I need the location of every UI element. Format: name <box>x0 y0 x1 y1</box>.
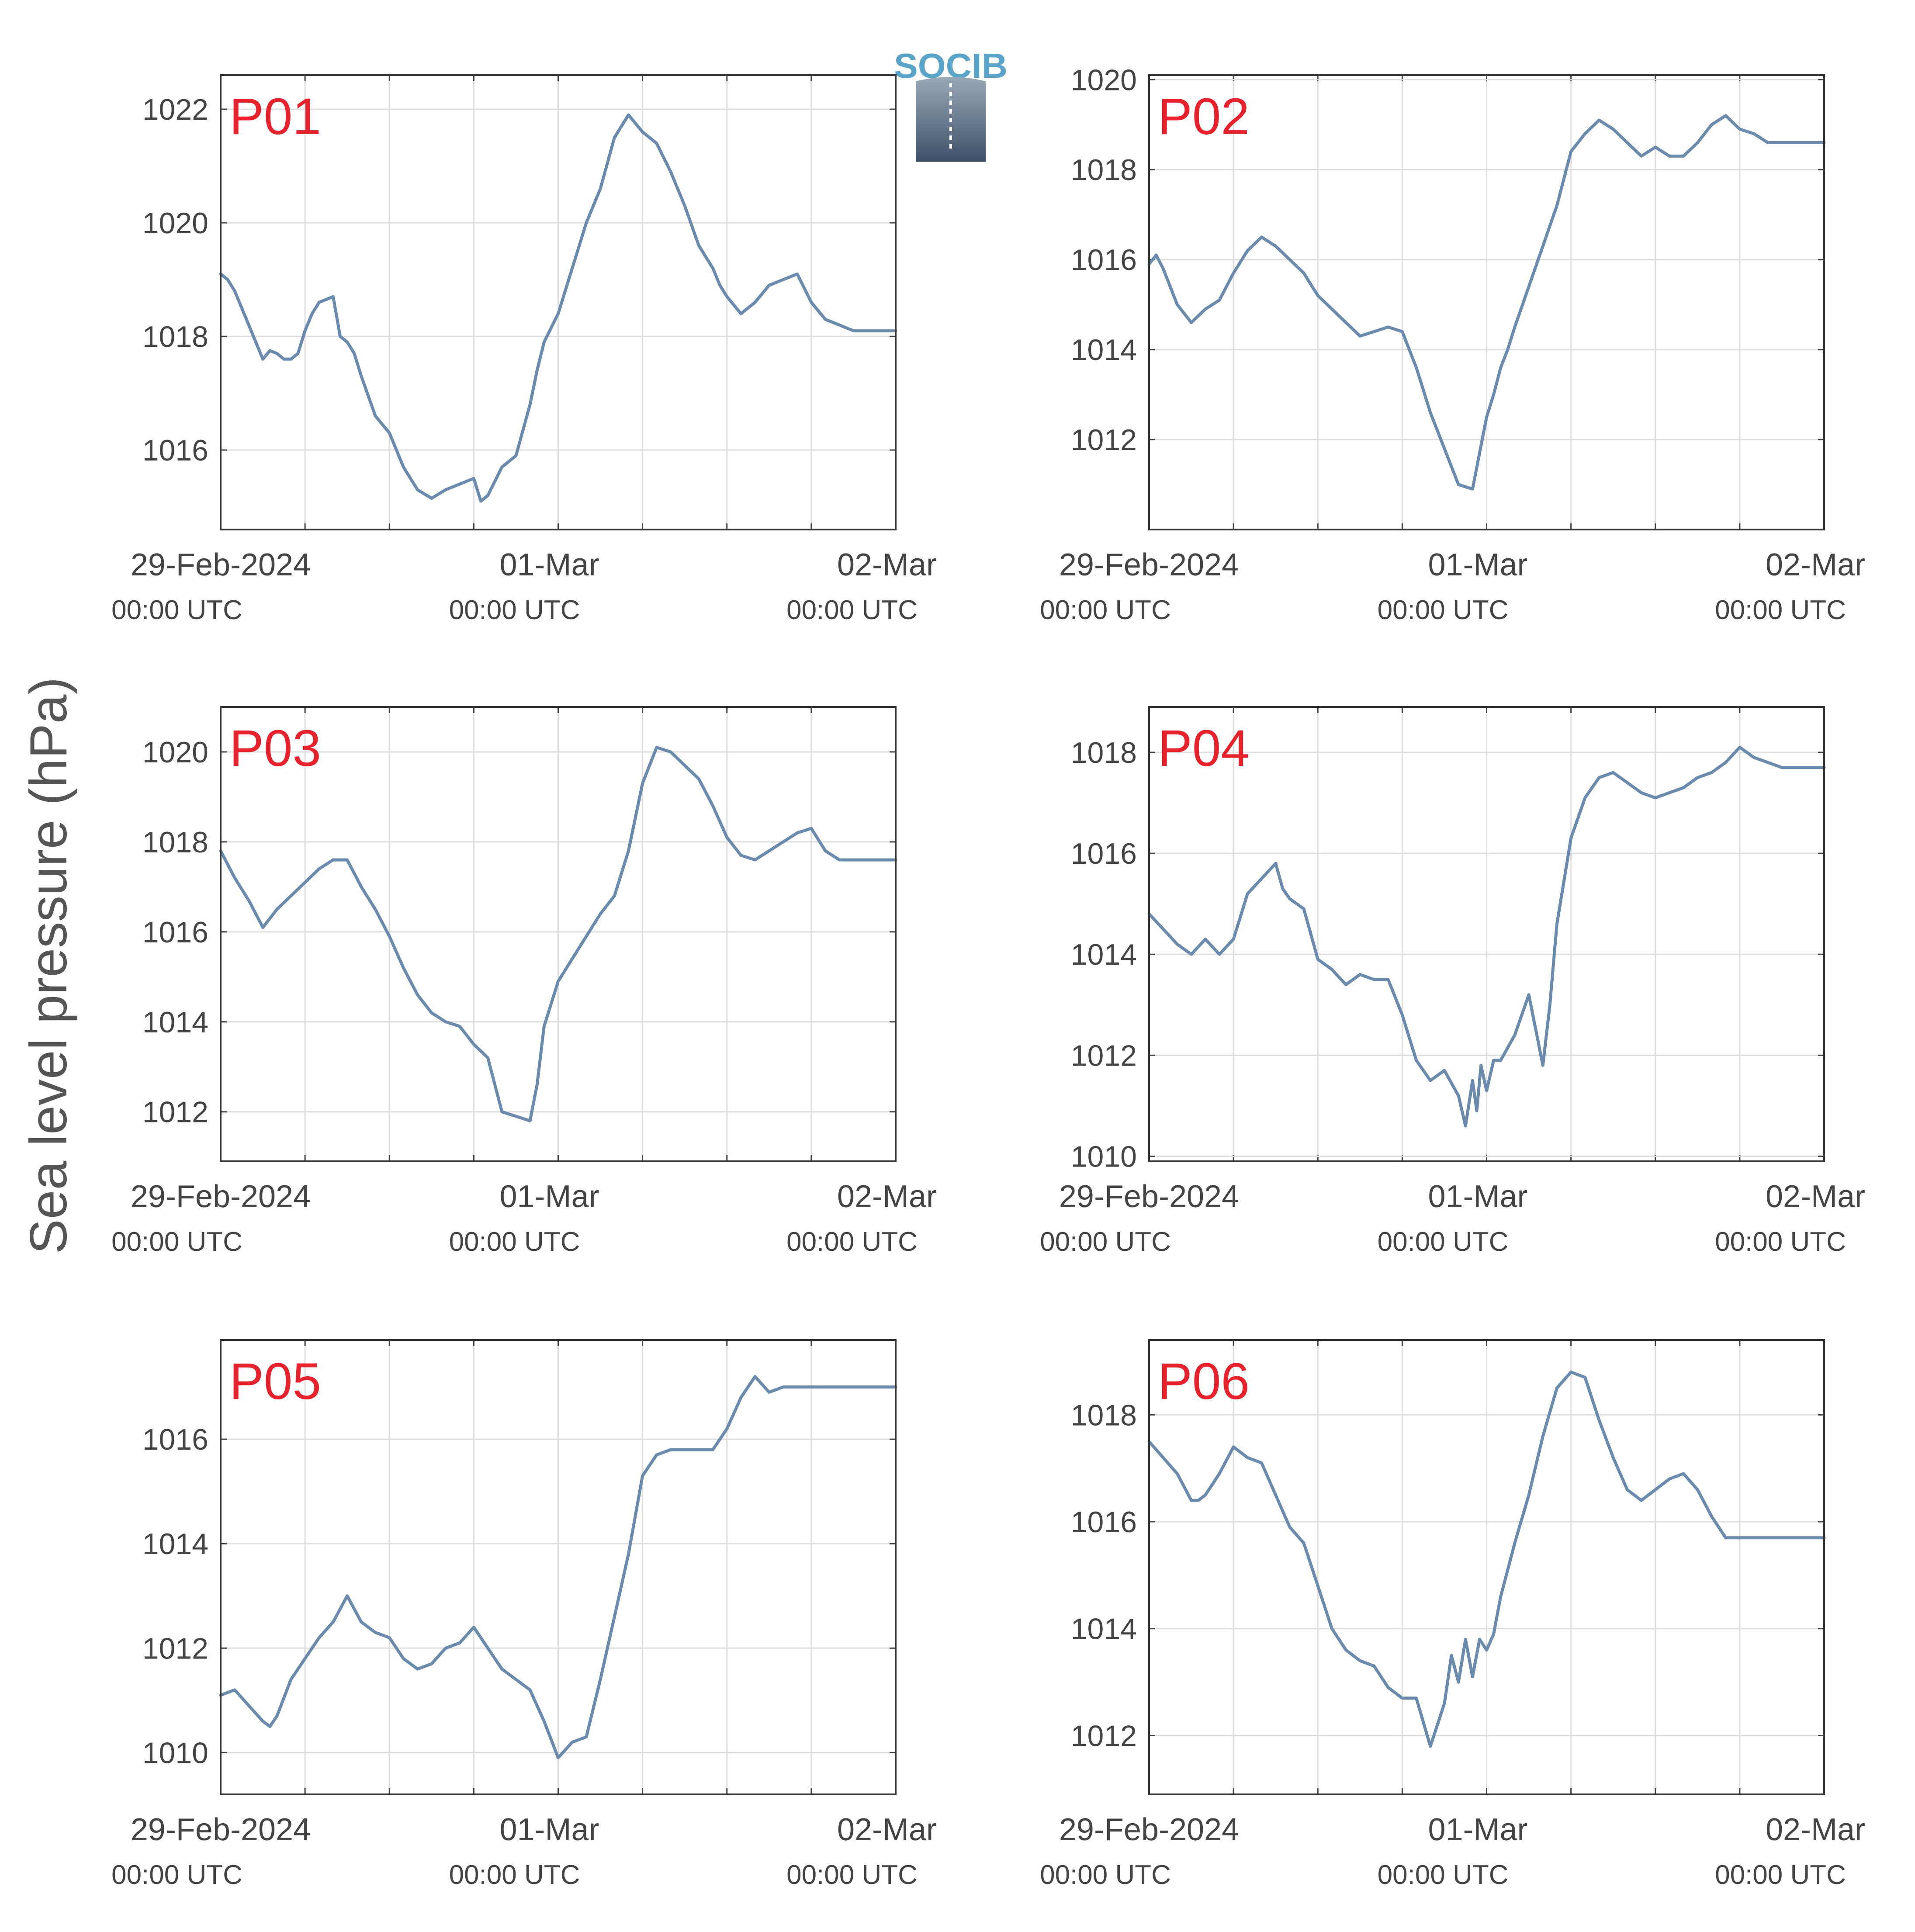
series-line-p05 <box>219 1375 897 1759</box>
series-line-p03 <box>219 746 897 1122</box>
x-tick-date-label: 01-Mar <box>1428 1812 1527 1847</box>
x-tick-date-label: 01-Mar <box>1428 547 1527 582</box>
panel-title: P02 <box>1158 88 1250 145</box>
x-tick-time-label: 00:00 UTC <box>1715 595 1846 625</box>
y-axis-label: Sea level pressure (hPa) <box>19 677 78 1254</box>
y-tick-label: 1010 <box>1071 1140 1137 1173</box>
x-tick-date-label: 01-Mar <box>499 547 599 582</box>
x-tick-time-label: 00:00 UTC <box>111 595 242 625</box>
x-tick-date-label: 02-Mar <box>837 1179 937 1214</box>
plot-frame <box>1148 706 1825 1162</box>
y-tick-label: 1014 <box>142 1527 208 1561</box>
y-tick-label: 1012 <box>1071 423 1137 457</box>
y-tick-label: 1022 <box>142 93 208 126</box>
y-tick-label: 1016 <box>1071 1506 1137 1539</box>
plot-frame <box>220 706 897 1162</box>
panel-title: P01 <box>229 88 321 145</box>
x-tick-time-label: 00:00 UTC <box>111 1860 242 1890</box>
series-line-p01 <box>219 113 897 503</box>
y-tick-label: 1018 <box>1071 1399 1137 1432</box>
y-tick-label: 1012 <box>1071 1039 1137 1072</box>
y-tick-label: 1012 <box>142 1096 208 1129</box>
series-line-p06 <box>1147 1370 1826 1748</box>
x-tick-date-label: 02-Mar <box>837 1812 937 1847</box>
y-tick-label: 1012 <box>1071 1719 1137 1752</box>
x-tick-time-label: 00:00 UTC <box>111 1227 242 1257</box>
x-tick-date-label: 29-Feb-2024 <box>131 547 311 582</box>
panel-p02: 1012 1014 1016 1018 1020 P02 29-Feb-2024 00:00 … <box>1040 63 1865 625</box>
panel-title: P05 <box>229 1353 321 1410</box>
y-tick-label: 1016 <box>1071 243 1137 277</box>
panel-p03: 1012 1014 1016 1018 1020 P03 29-Feb-2024 00:00 … <box>111 706 937 1257</box>
x-tick-date-label: 02-Mar <box>1766 1812 1865 1847</box>
y-tick-label: 1020 <box>1071 63 1137 97</box>
x-tick-date-label: 01-Mar <box>499 1812 599 1847</box>
panel-p06: 1012 1014 1016 1018 P06 29-Feb-2024 00:00 UTC 0… <box>1040 1339 1865 1890</box>
y-tick-label: 1016 <box>142 916 208 949</box>
x-tick-date-label: 02-Mar <box>837 547 937 582</box>
panel-title: P03 <box>229 720 321 777</box>
y-tick-label: 1014 <box>1071 333 1137 367</box>
y-tick-label: 1020 <box>142 736 208 769</box>
x-tick-date-label: 29-Feb-2024 <box>1059 1179 1239 1214</box>
y-tick-label: 1018 <box>1071 736 1137 769</box>
x-tick-time-label: 00:00 UTC <box>1378 1860 1509 1890</box>
panel-p04: 1010 1012 1014 1016 1018 P04 29-Feb-2024 00:00 … <box>1040 706 1865 1257</box>
plot-frame <box>1148 1339 1825 1795</box>
x-tick-time-label: 00:00 UTC <box>1040 1860 1171 1890</box>
x-tick-time-label: 00:00 UTC <box>449 595 580 625</box>
panels: 1016 1018 1020 1022 P01 29-Feb-2024 00:00 UTC 0… <box>111 63 1865 1890</box>
panel-p01: 1016 1018 1020 1022 P01 29-Feb-2024 00:00 UTC 0… <box>111 74 937 625</box>
plot-frame <box>1148 74 1825 530</box>
y-tick-label: 1012 <box>142 1632 208 1665</box>
x-tick-time-label: 00:00 UTC <box>786 1227 918 1257</box>
y-tick-label: 1014 <box>1071 1613 1137 1646</box>
x-tick-time-label: 00:00 UTC <box>449 1227 580 1257</box>
x-tick-date-label: 02-Mar <box>1766 1179 1865 1214</box>
x-tick-time-label: 00:00 UTC <box>449 1860 580 1890</box>
panel-title: P04 <box>1158 720 1250 777</box>
y-tick-label: 1016 <box>1071 837 1137 870</box>
x-tick-date-label: 29-Feb-2024 <box>131 1179 311 1214</box>
plot-frame <box>220 1339 897 1795</box>
x-tick-time-label: 00:00 UTC <box>1040 595 1171 625</box>
x-tick-date-label: 01-Mar <box>499 1179 599 1214</box>
x-tick-time-label: 00:00 UTC <box>1715 1227 1846 1257</box>
y-tick-label: 1016 <box>142 1423 208 1456</box>
y-tick-label: 1018 <box>142 320 208 353</box>
x-tick-time-label: 00:00 UTC <box>786 595 918 625</box>
panel-title: P06 <box>1158 1353 1250 1410</box>
series-line-p04 <box>1147 745 1826 1128</box>
x-tick-time-label: 00:00 UTC <box>1040 1227 1171 1257</box>
y-tick-label: 1018 <box>142 826 208 859</box>
y-tick-label: 1014 <box>142 1006 208 1039</box>
x-tick-time-label: 00:00 UTC <box>786 1860 918 1890</box>
y-tick-label: 1018 <box>1071 153 1137 187</box>
y-tick-label: 1014 <box>1071 938 1137 971</box>
x-tick-date-label: 29-Feb-2024 <box>1059 1812 1239 1847</box>
socib-logo: SOCIB <box>894 46 1008 162</box>
plot-frame <box>220 74 897 530</box>
x-tick-time-label: 00:00 UTC <box>1378 1227 1509 1257</box>
x-tick-date-label: 02-Mar <box>1766 547 1865 582</box>
x-tick-time-label: 00:00 UTC <box>1715 1860 1846 1890</box>
x-tick-time-label: 00:00 UTC <box>1378 595 1509 625</box>
panel-p05: 1010 1012 1014 1016 P05 29-Feb-2024 00:00 UTC 0… <box>111 1339 937 1890</box>
x-tick-date-label: 29-Feb-2024 <box>1059 547 1239 582</box>
series-line-p02 <box>1147 114 1826 491</box>
y-tick-label: 1016 <box>142 434 208 467</box>
y-tick-label: 1010 <box>142 1736 208 1769</box>
x-tick-date-label: 01-Mar <box>1428 1179 1527 1214</box>
x-tick-date-label: 29-Feb-2024 <box>131 1812 311 1847</box>
y-tick-label: 1020 <box>142 207 208 240</box>
